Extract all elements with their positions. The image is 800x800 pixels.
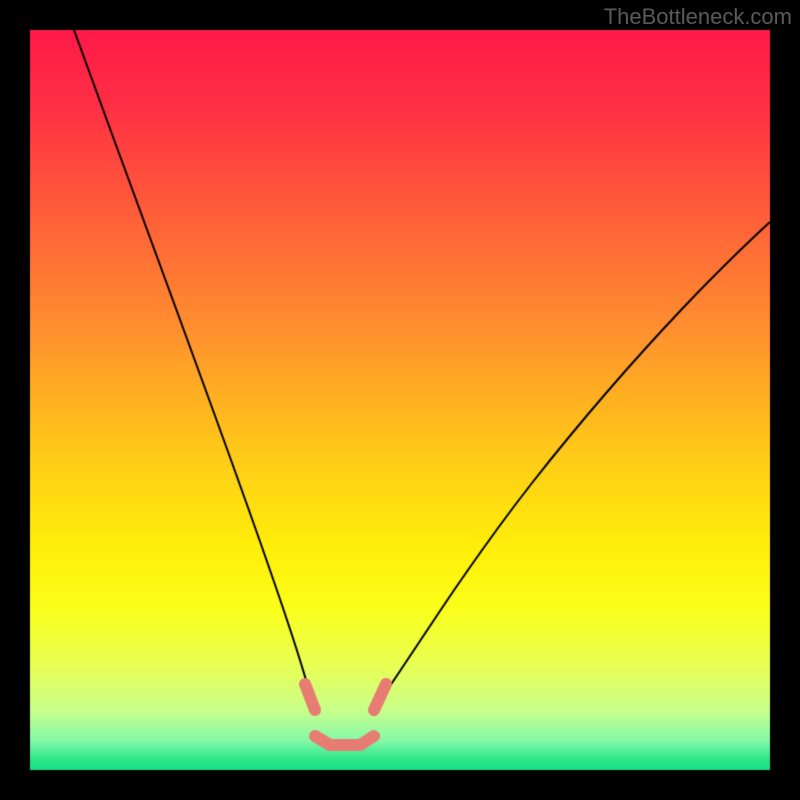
attribution-watermark: TheBottleneck.com	[604, 4, 792, 30]
chart-container: TheBottleneck.com	[0, 0, 800, 800]
bottleneck-v-curve-chart	[0, 0, 800, 800]
